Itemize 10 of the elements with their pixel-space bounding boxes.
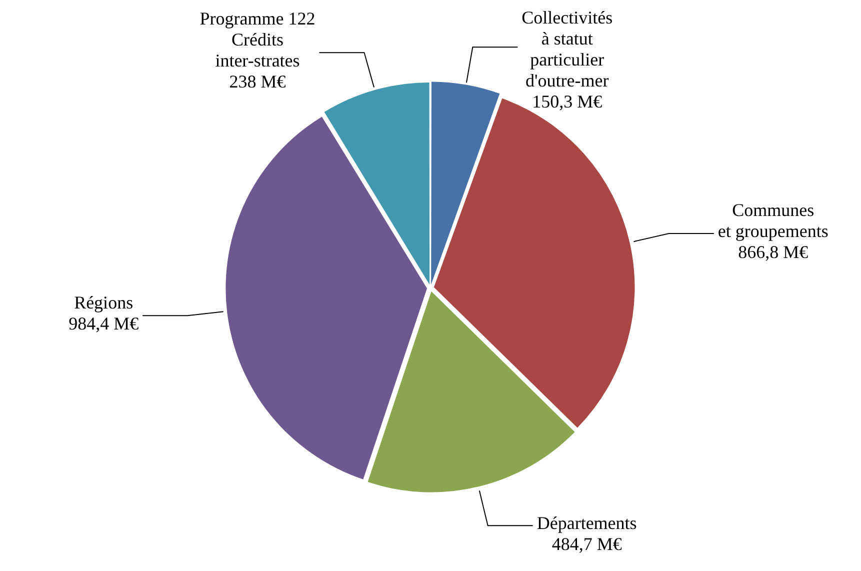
data-label: 238 M€ xyxy=(229,71,286,92)
data-label: 866,8 M€ xyxy=(738,242,808,262)
data-label: 484,7 M€ xyxy=(552,534,622,554)
slice-label: Collectivités à statut particulier d'outre-mer xyxy=(522,8,613,91)
slice-label: Départements xyxy=(536,512,637,533)
slice-label: Régions xyxy=(74,292,134,312)
slice-label: Programme 122 Crédits inter-strates xyxy=(200,8,316,70)
slice-label: Communes et groupements xyxy=(718,200,828,241)
data-label: 150,3 M€ xyxy=(532,92,602,112)
data-label: 984,4 M€ xyxy=(68,313,139,334)
